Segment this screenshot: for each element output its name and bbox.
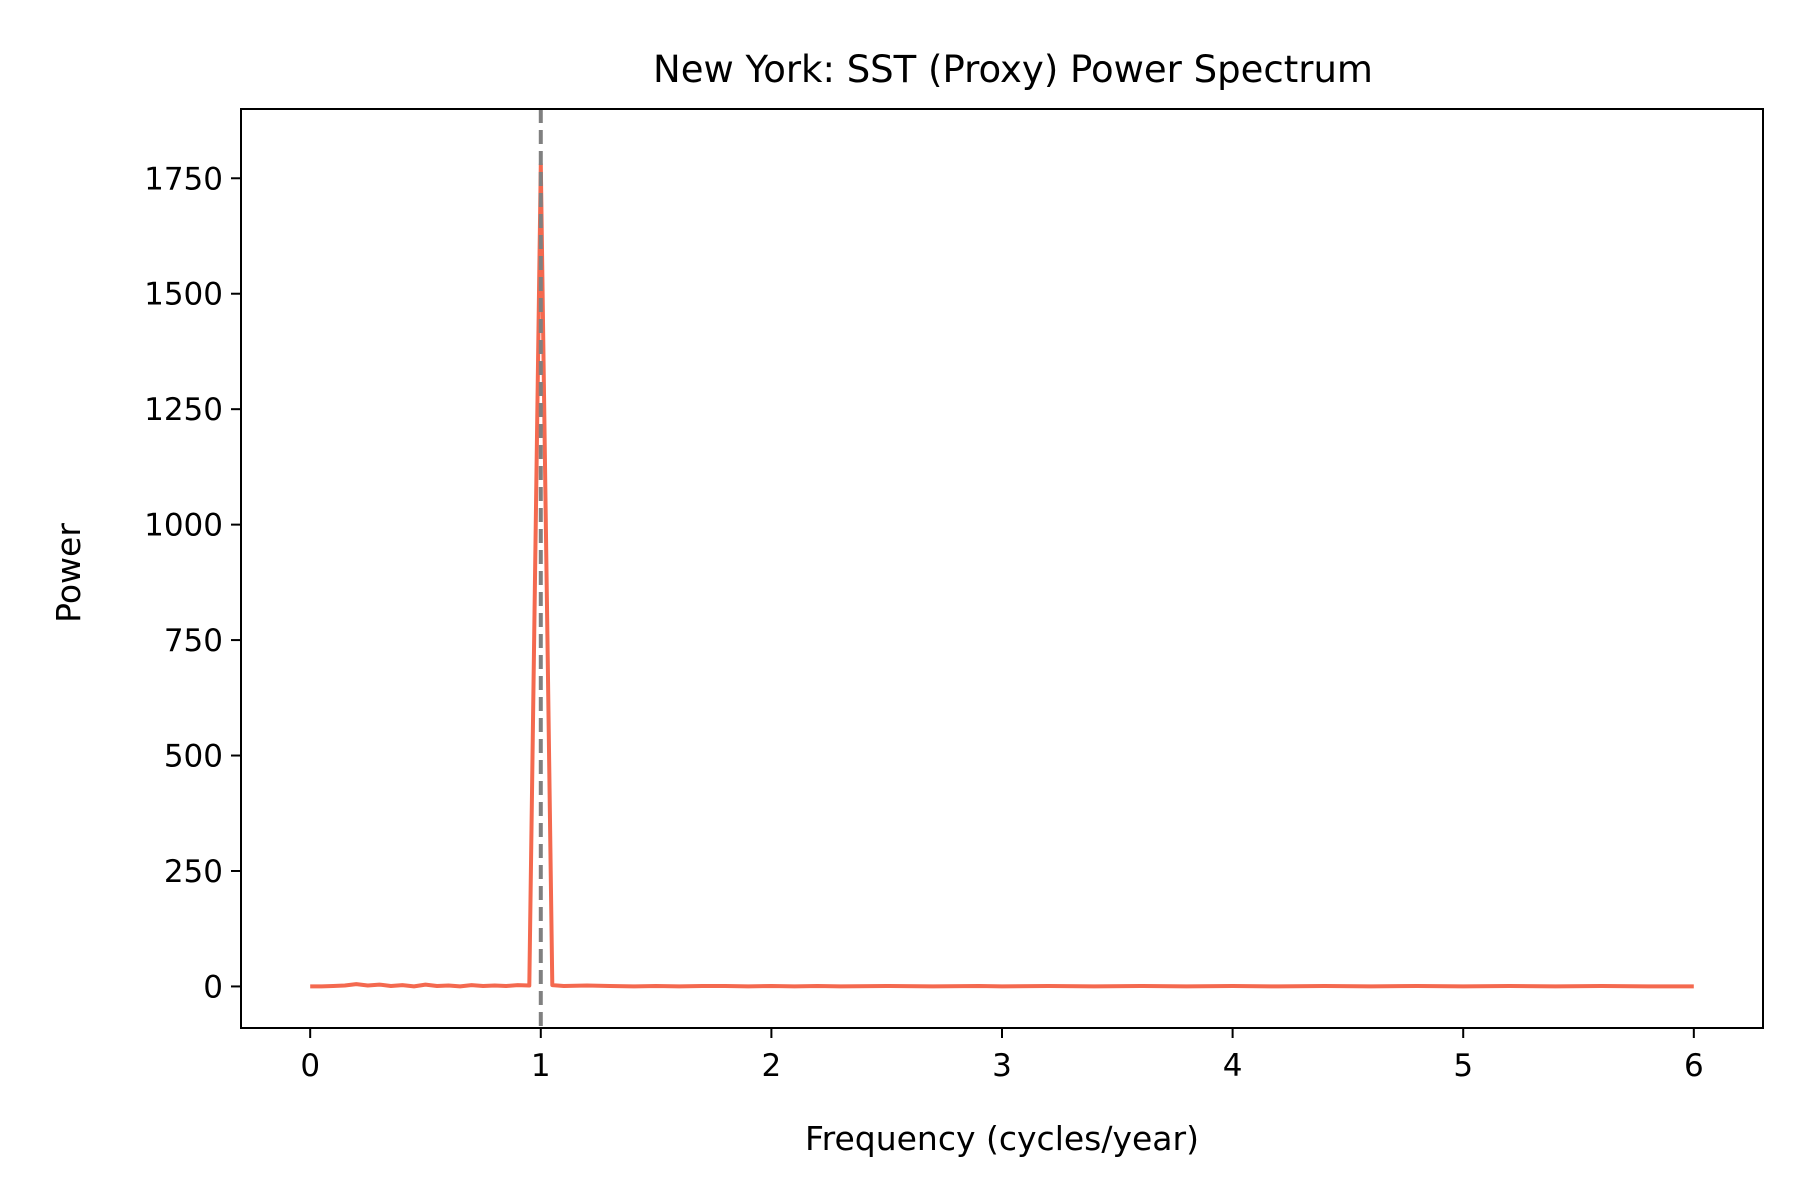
x-tick-label: 3: [992, 1048, 1012, 1084]
x-axis: 0 1 2 3 4 5 6: [300, 1028, 1704, 1084]
x-tick-label: 0: [300, 1048, 320, 1084]
series-line-0: [310, 162, 1694, 989]
x-tick-label: 2: [762, 1048, 782, 1084]
x-tick-label: 4: [1223, 1048, 1243, 1084]
y-tick-label: 250: [164, 854, 223, 890]
y-tick-label: 1500: [144, 277, 223, 313]
y-tick-label: 1750: [144, 161, 223, 197]
x-tick-label: 6: [1684, 1048, 1704, 1084]
y-tick-label: 750: [164, 623, 223, 659]
x-tick-label: 1: [531, 1048, 551, 1084]
y-tick-label: 1000: [144, 508, 223, 544]
y-axis: 0 250 500 750 1000 1250 1500 1750: [144, 161, 241, 1005]
x-tick-label: 5: [1453, 1048, 1473, 1084]
y-tick-label: 0: [203, 969, 223, 1005]
y-axis-label: Power: [49, 523, 88, 623]
x-axis-label: Frequency (cycles/year): [805, 1119, 1199, 1158]
y-tick-label: 500: [164, 739, 223, 775]
plot-frame: [240, 108, 1764, 1029]
y-tick-label: 1250: [144, 392, 223, 428]
plot-area: [310, 109, 1694, 1028]
chart-title: New York: SST (Proxy) Power Spectrum: [653, 48, 1373, 91]
